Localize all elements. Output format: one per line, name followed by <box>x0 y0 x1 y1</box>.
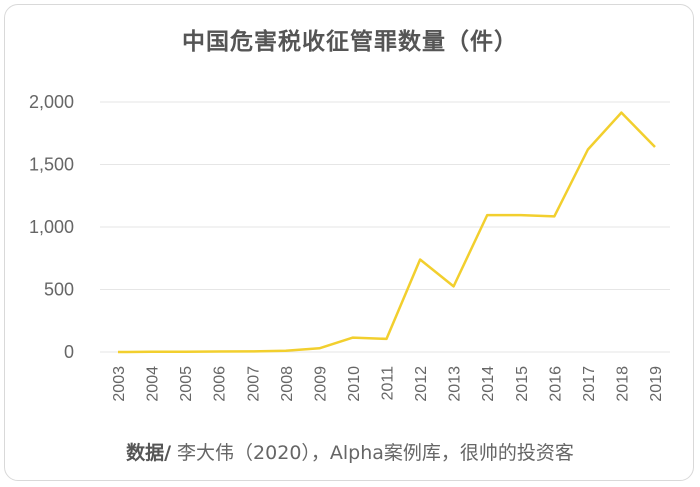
x-tick-label: 2007 <box>245 366 262 402</box>
x-tick-label: 2004 <box>145 366 162 402</box>
x-tick-label: 2005 <box>178 366 195 402</box>
chart-frame <box>4 4 694 481</box>
x-tick-label: 2015 <box>514 366 531 402</box>
x-tick-label: 2006 <box>212 366 229 402</box>
y-tick-label: 1,500 <box>29 155 74 175</box>
x-tick-label: 2008 <box>279 366 296 402</box>
x-tick-label: 2011 <box>380 366 397 401</box>
source-label: 数据/ <box>126 442 172 464</box>
x-tick-label: 2012 <box>413 366 430 402</box>
chart-title: 中国危害税收征管罪数量（件） <box>182 29 518 55</box>
x-tick-label: 2013 <box>447 366 464 402</box>
source-note: 数据/ 李大伟（2020），Alpha案例库，很帅的投资客 <box>0 438 700 465</box>
x-tick-label: 2010 <box>346 366 363 402</box>
y-axis-ticks: 0 500 1,000 1,500 2,000 <box>29 92 74 362</box>
y-tick-label: 2,000 <box>29 92 74 112</box>
x-tick-label: 2016 <box>547 366 564 402</box>
x-axis-ticks: 2003 2004 2005 2006 2007 2008 2009 2010 2011 2012… <box>111 366 665 402</box>
x-tick-label: 2019 <box>648 366 665 402</box>
x-tick-label: 2009 <box>312 366 329 402</box>
grid-lines <box>100 101 670 353</box>
x-tick-label: 2003 <box>111 366 128 402</box>
x-tick-label: 2018 <box>614 366 631 402</box>
x-tick-label: 2014 <box>480 366 497 402</box>
y-tick-label: 500 <box>44 280 74 300</box>
y-tick-label: 1,000 <box>29 217 74 237</box>
y-tick-label: 0 <box>64 342 74 362</box>
source-text: 李大伟（2020），Alpha案例库，很帅的投资客 <box>171 442 574 464</box>
series-line-layer <box>117 111 656 354</box>
series-line <box>117 111 656 354</box>
x-tick-label: 2017 <box>581 366 598 402</box>
